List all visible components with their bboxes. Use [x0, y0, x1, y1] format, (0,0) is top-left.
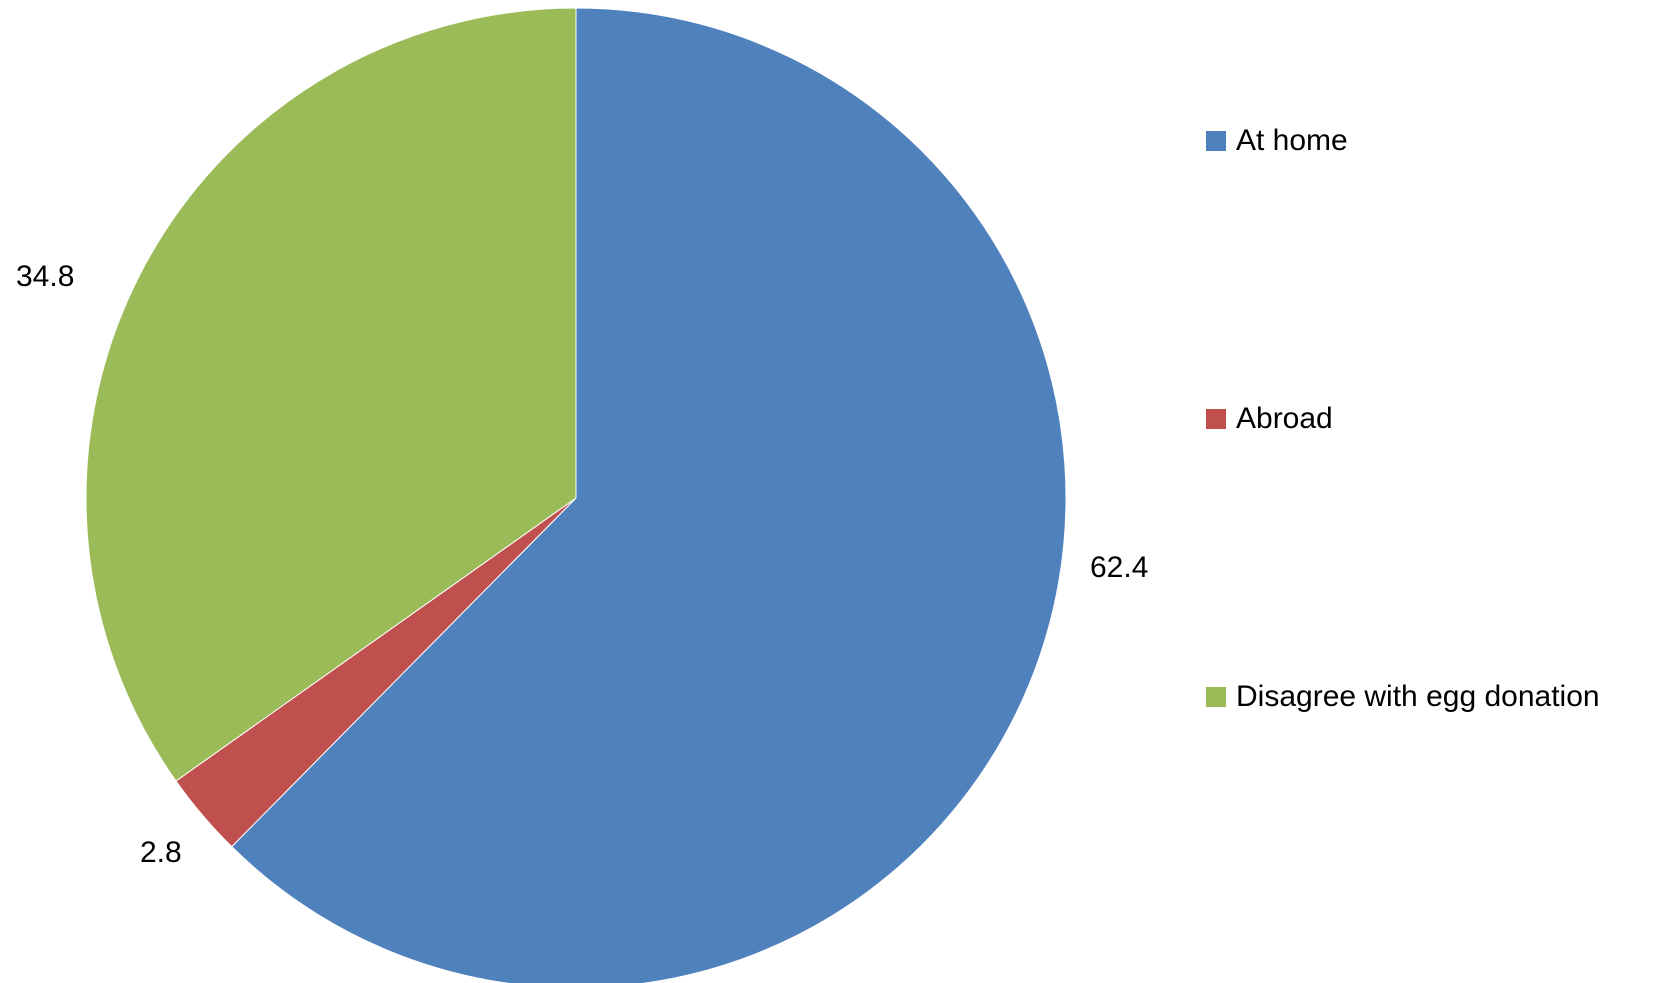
legend-label-disagree: Disagree with egg donation [1236, 680, 1600, 713]
legend-item-abroad: Abroad [1206, 402, 1333, 436]
legend-swatch-disagree [1206, 687, 1226, 707]
legend-swatch-abroad [1206, 409, 1226, 429]
legend-item-at-home: At home [1206, 124, 1348, 158]
data-label-at-home: 62.4 [1090, 551, 1149, 584]
legend-item-disagree: Disagree with egg donation [1206, 680, 1600, 714]
data-label-disagree: 34.8 [16, 260, 75, 293]
legend-swatch-at-home [1206, 131, 1226, 151]
data-label-abroad: 2.8 [140, 836, 182, 869]
legend-label-abroad: Abroad [1236, 402, 1333, 435]
legend-label-at-home: At home [1236, 124, 1348, 157]
pie-slice-at-home [230, 7, 1067, 983]
pie-slice-disagree-with-egg-donation [85, 7, 577, 782]
